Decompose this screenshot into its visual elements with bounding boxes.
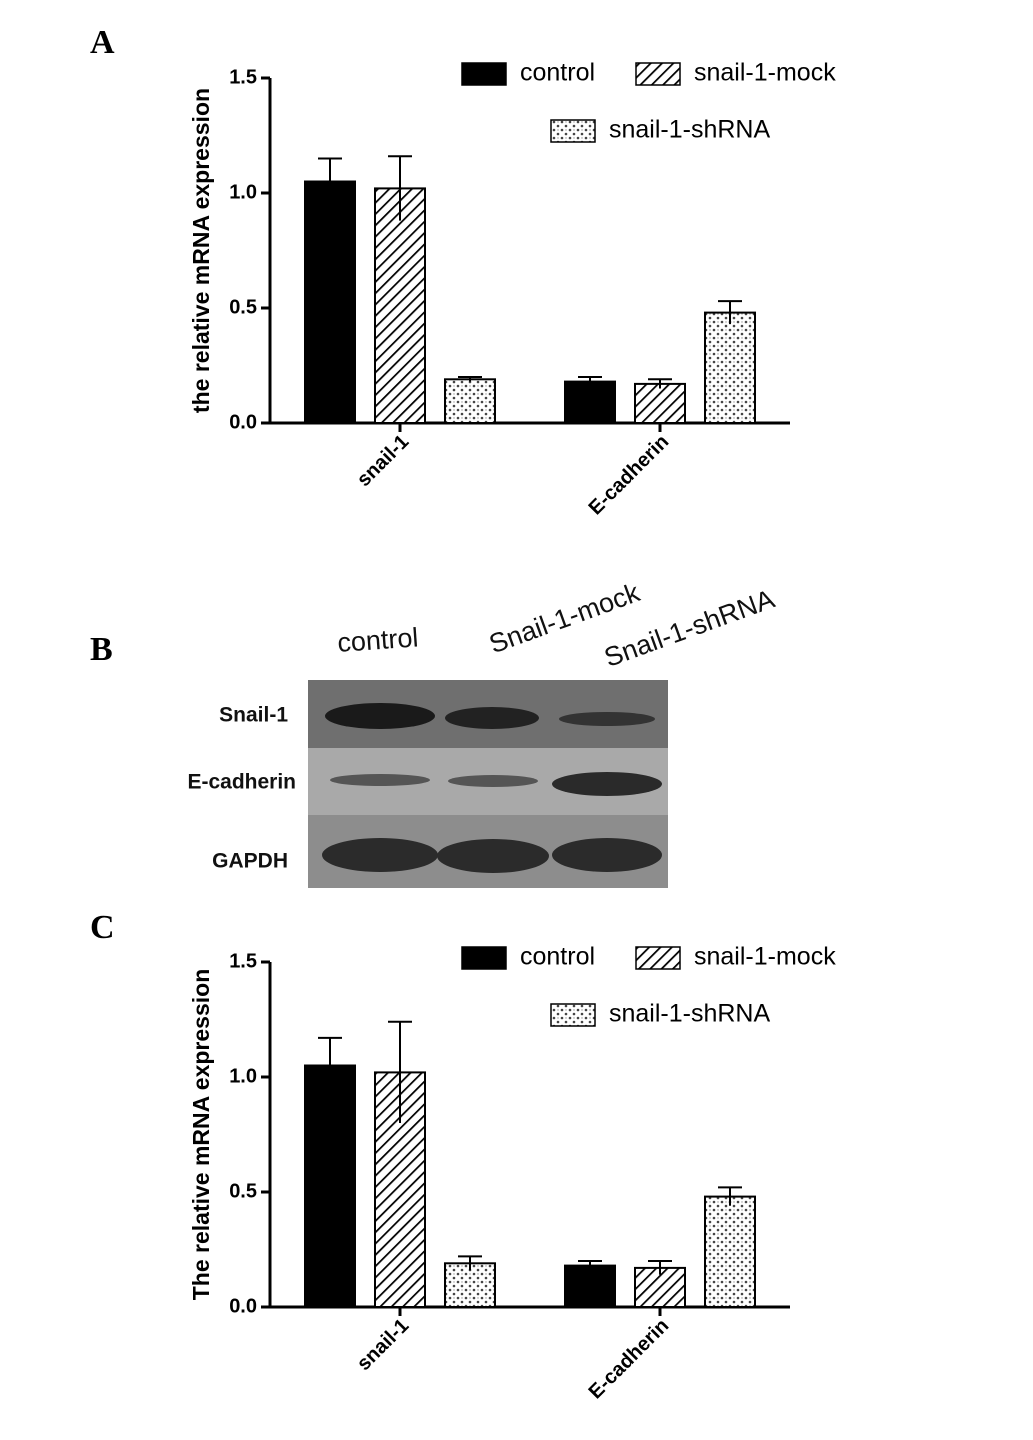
- blot-row-label: Snail-1: [219, 704, 288, 727]
- bar: [704, 311, 756, 425]
- x-tick-label: E-cadherin: [585, 1315, 674, 1404]
- legend-swatch: [461, 62, 507, 86]
- y-tick-label: 0.0: [229, 1295, 257, 1317]
- blot-row-label: E-cadherin: [187, 771, 296, 794]
- x-tick-label: snail-1: [353, 431, 413, 491]
- legend-swatch: [635, 62, 681, 86]
- y-tick-label: 1.0: [229, 181, 257, 203]
- legend-swatch: [550, 119, 596, 143]
- bar: [374, 187, 426, 424]
- legend-label: snail-1-mock: [694, 943, 836, 971]
- legend-swatch: [635, 946, 681, 970]
- error-bar: [718, 300, 742, 325]
- bar: [634, 382, 686, 424]
- y-tick-label: 0.0: [229, 411, 257, 433]
- panel-label: B: [90, 631, 113, 668]
- y-tick-label: 1.5: [229, 66, 257, 88]
- legend-swatch: [461, 946, 507, 970]
- y-tick-label: 0.5: [229, 296, 257, 318]
- band: [552, 838, 662, 872]
- bar: [304, 180, 356, 424]
- legend-label: control: [520, 59, 595, 87]
- error-bar: [578, 1260, 602, 1271]
- y-tick-label: 1.5: [229, 950, 257, 972]
- error-bar: [318, 157, 342, 205]
- legend-label: control: [520, 943, 595, 971]
- bar: [564, 1264, 616, 1308]
- lane-label: control: [336, 622, 419, 658]
- error-bar: [318, 1036, 342, 1094]
- panel-label: C: [90, 909, 115, 946]
- x-tick-label: E-cadherin: [585, 431, 674, 520]
- error-bar: [718, 1186, 742, 1206]
- panel-label: A: [90, 24, 115, 61]
- legend-label: snail-1-shRNA: [609, 116, 770, 144]
- bar: [304, 1064, 356, 1308]
- error-bar: [458, 1255, 482, 1271]
- error-bar: [458, 376, 482, 382]
- bar: [564, 380, 616, 425]
- y-tick-label: 1.0: [229, 1065, 257, 1087]
- band: [559, 712, 655, 726]
- western-blot: Snail-1 E-cadherin GAPDH control Snail-1…: [187, 577, 778, 888]
- legend-label: snail-1-mock: [694, 59, 836, 87]
- y-tick-label: 0.5: [229, 1180, 257, 1202]
- legend-label: snail-1-shRNA: [609, 1000, 770, 1028]
- error-bar: [388, 1020, 412, 1123]
- band: [552, 772, 662, 796]
- bar: [444, 1262, 496, 1309]
- error-bar: [388, 155, 412, 221]
- bar: [704, 1195, 756, 1308]
- band: [330, 774, 430, 786]
- error-bar: [648, 1260, 672, 1275]
- band: [448, 775, 538, 787]
- error-bar: [648, 378, 672, 389]
- band: [437, 839, 549, 873]
- bar: [444, 378, 496, 424]
- legend-swatch: [550, 1003, 596, 1027]
- band: [325, 703, 435, 729]
- y-axis-label: The relative mRNA expression: [188, 969, 214, 1301]
- blot-row-label: GAPDH: [212, 850, 288, 873]
- x-tick-label: snail-1: [353, 1315, 413, 1375]
- error-bar: [578, 376, 602, 387]
- y-axis-label: the relative mRNA expression: [188, 88, 214, 413]
- band: [322, 838, 438, 872]
- band: [445, 707, 539, 729]
